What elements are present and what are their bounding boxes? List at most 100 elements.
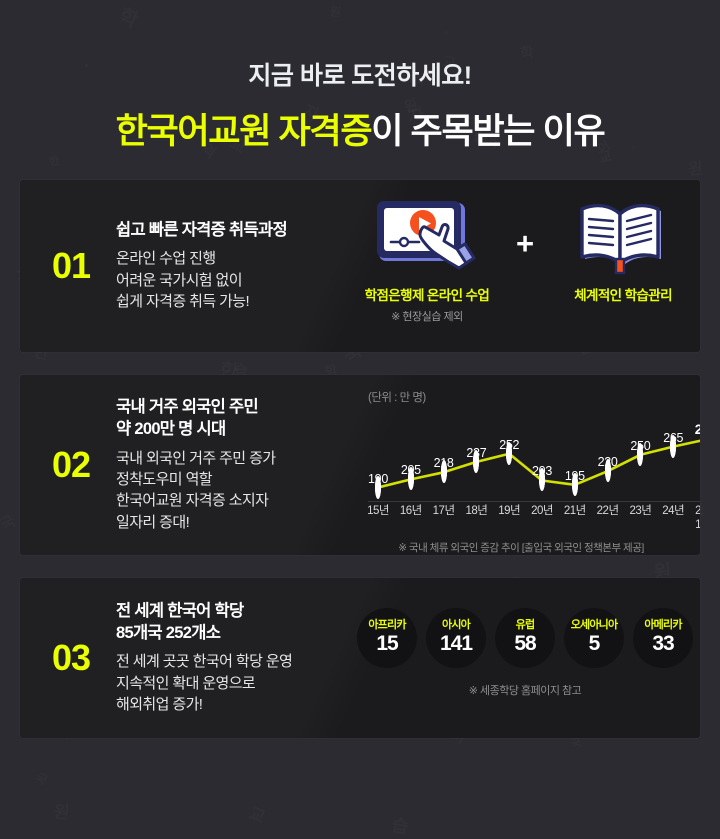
chart-x-axis-labels: 15년 16년 17년 18년 19년 20년 21년 22년 23년 24년 25년12월 [367,505,700,535]
card-01-text-area: 01 쉽고 빠른 자격증 취득과정 온라인 수업 진행 어려운 국가시험 없이 … [20,180,350,352]
chart-point: 203 [532,464,552,492]
chart-point: 205 [401,463,421,491]
region-value: 33 [652,632,674,656]
chart-point-value: 203 [532,464,552,479]
chart-x-tick: 22년 [596,505,619,517]
card-02-body-line-1: 국내 외국인 거주 주민 증가 [116,449,276,467]
card-02-body-line-2: 정착도우미 역할 [116,470,213,488]
chart-point: 190 [368,472,388,499]
card-03-text-area: 03 전 세계 한국어 학당 85개국 252개소 전 세계 곳곳 한국어 학당… [20,578,350,738]
tablet-play-hand-icon [352,194,502,280]
chart-point-value: 195 [564,468,585,483]
card-02-chart-area: (단위 : 만 명) 190 205 218 237 252 203 195 220 250 26… [350,375,700,555]
chart-point-marker [670,434,677,458]
chart-x-tick: 25년12월 [695,505,700,531]
chart-x-tick: 20년 [531,505,553,517]
chart-point-marker [375,475,381,499]
icon-caption-online-class: 학점은행제 온라인 수업 [364,288,490,303]
chart-point-value: 218 [433,456,454,471]
card-02-text-area: 02 국내 거주 외국인 주민 약 200만 명 시대 국내 외국인 거주 주민… [20,375,350,555]
header-kicker: 지금 바로 도전하세요! [248,62,472,90]
card-01-body-line-3: 쉽게 자격증 취득 가능! [116,293,250,311]
chart-point: 252 [499,438,519,465]
card-02-body-line-4: 일자리 증대! [116,513,190,531]
region-value: 141 [439,632,473,656]
card-01-number: 01 [52,245,91,286]
chart-x-tick: 16년 [399,505,422,517]
card-02-title-line-2: 약 200만 명 시대 [116,419,226,438]
chart-point: 250 [630,439,651,466]
region-value: 15 [376,632,398,656]
icon-block-study-management: 체계적인 학습관리 [548,194,698,304]
chart-point-value: 190 [368,471,388,486]
chart-point-value: 205 [400,463,421,478]
icon-block-online-class: 학점은행제 온라인 수업 ※ 현장실습 제외 [352,194,502,324]
region-stat-2: 아시아 141 [426,608,486,668]
chart-point-value: 252 [499,437,520,452]
icon-note-online-class: ※ 현장실습 제외 [391,311,463,323]
region-value: 5 [588,632,601,656]
region-stat-3: 유럽 58 [495,608,555,668]
card-01-icon-area: 학점은행제 온라인 수업 ※ 현장실습 제외 + [350,180,700,352]
chart-point: 220 [598,455,618,483]
infographic-page: 지금 바로 도전하세요! 한국어교원 자격증이 주목받는 이유 01 쉽고 빠른… [0,0,720,738]
chart-point-marker [539,468,545,492]
chart-point-value: 265 [663,430,684,445]
card-01-title: 쉽고 빠른 자격증 취득과정 [116,220,288,239]
headline-rest: 이 주목받는 이유 [371,112,605,151]
card-02-body: 국내 외국인 거주 주민 증가 정착도우미 역할 한국어교원 자격증 소지자 일… [116,448,276,533]
card-02-title-line-1: 국내 거주 외국인 주민 [116,398,259,417]
region-name: 오세아니아 [570,619,618,632]
card-03-body-line-1: 전 세계 곳곳 한국어 학당 운영 [116,653,293,671]
plus-icon: + [515,226,535,261]
region-name: 유럽 [515,619,535,632]
region-value: 58 [514,632,536,656]
chart-note-1: ※ 국내 체류 외국인 증감 추이 [출입국 외국인 정책본부 제공] [398,542,644,554]
region-note: ※ 세종학당 홈페이지 참고 [468,685,582,697]
card-03-title-line-2: 85개국 252개소 [116,623,221,642]
card-03-body: 전 세계 곳곳 한국어 학당 운영 지속적인 확대 운영으로 해외취업 증가! [116,651,293,715]
card-03-title: 전 세계 한국어 학당 85개국 252개소 [116,601,292,645]
chart-point-marker [440,460,447,484]
chart-notes: ※ 국내 체류 외국인 증감 추이 [출입국 외국인 정책본부 제공] ※ 코로… [362,541,686,555]
page-title: 한국어교원 자격증이 주목받는 이유 [0,103,720,154]
chart-point-marker [637,442,644,466]
chart-point: 195 [565,469,585,496]
card-01-body-line-2: 어려운 국가시험 없이 [116,271,243,289]
card-02-number: 02 [52,444,91,485]
chart-point-marker [506,441,513,465]
chart-x-tick: 19년 [498,505,521,517]
card-01-body-line-1: 온라인 수업 진행 [116,250,216,268]
card-03-regions-area: 아프리카 15 아시아 141 유럽 58 오세아니아 5 아메리카 33 ※ 세종학당 홈페이지… [350,578,700,738]
chart-x-tick: 23년 [629,505,652,517]
page-header: 지금 바로 도전하세요! 한국어교원 자격증이 주목받는 이유 [0,0,720,154]
chart-point-marker [407,467,414,491]
card-01-body: 온라인 수업 진행 어려운 국가시험 없이 쉽게 자격증 취득 가능! [116,248,287,312]
chart-x-tick: 15년 [367,505,389,517]
chart-point-value: 237 [466,445,487,460]
chart-unit-label: (단위 : 만 명) [368,392,426,404]
chart-point-value: 250 [630,438,651,453]
card-03-body-line-2: 지속적인 확대 운영으로 [116,674,256,692]
icon-caption-study-management: 체계적인 학습관리 [574,288,672,303]
chart-x-tick: 18년 [465,505,488,517]
region-name: 아메리카 [644,619,682,632]
region-stat-5: 아메리카 33 [633,608,693,668]
card-03: 03 전 세계 한국어 학당 85개국 252개소 전 세계 곳곳 한국어 학당… [20,578,700,738]
chart-point: 237 [466,446,487,473]
line-chart: 190 205 218 237 252 203 195 220 250 265 278 [368,413,700,502]
card-02: 02 국내 거주 외국인 주민 약 200만 명 시대 국내 외국인 거주 주민… [20,375,700,555]
card-03-body-line-3: 해외취업 증가! [116,695,203,713]
region-stat-4: 오세아니아 5 [564,608,624,668]
card-01: 01 쉽고 빠른 자격증 취득과정 온라인 수업 진행 어려운 국가시험 없이 … [20,180,700,352]
region-name: 아시아 [442,619,471,632]
card-02-title: 국내 거주 외국인 주민 약 200만 명 시대 [116,397,275,441]
region-stats-row: 아프리카 15 아시아 141 유럽 58 오세아니아 5 아메리카 33 [350,578,700,668]
chart-point-value: 278 [694,420,700,437]
chart-point: 218 [434,456,454,484]
card-03-title-line-1: 전 세계 한국어 학당 [116,601,244,620]
chart-x-tick: 24년 [662,505,685,517]
chart-point-value: 220 [597,455,618,470]
chart-x-tick: 21년 [563,505,586,517]
chart-point-marker [604,459,611,483]
